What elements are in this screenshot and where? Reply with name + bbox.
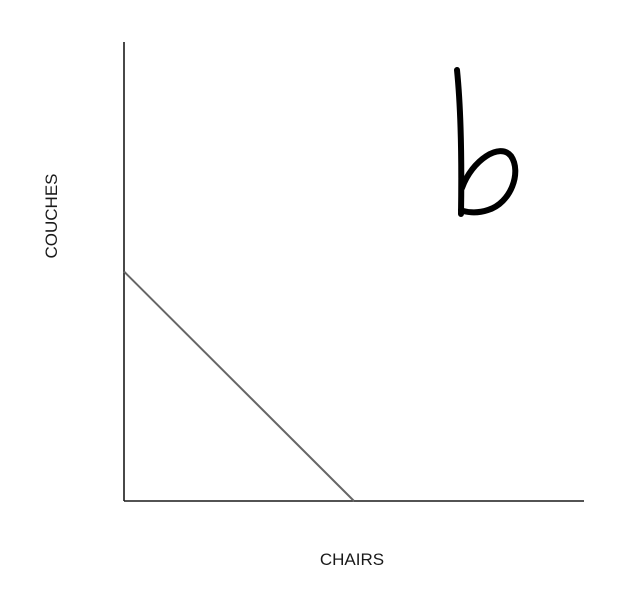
handwritten-annotation-b: [454, 67, 519, 217]
series-line-0: [123, 270, 355, 502]
x-axis-label: CHAIRS: [320, 550, 384, 569]
handwritten-b-bowl: [458, 148, 519, 216]
handwritten-b-stem: [454, 67, 465, 217]
series-layer: [123, 270, 355, 502]
y-axis-label: COUCHES: [42, 173, 61, 258]
